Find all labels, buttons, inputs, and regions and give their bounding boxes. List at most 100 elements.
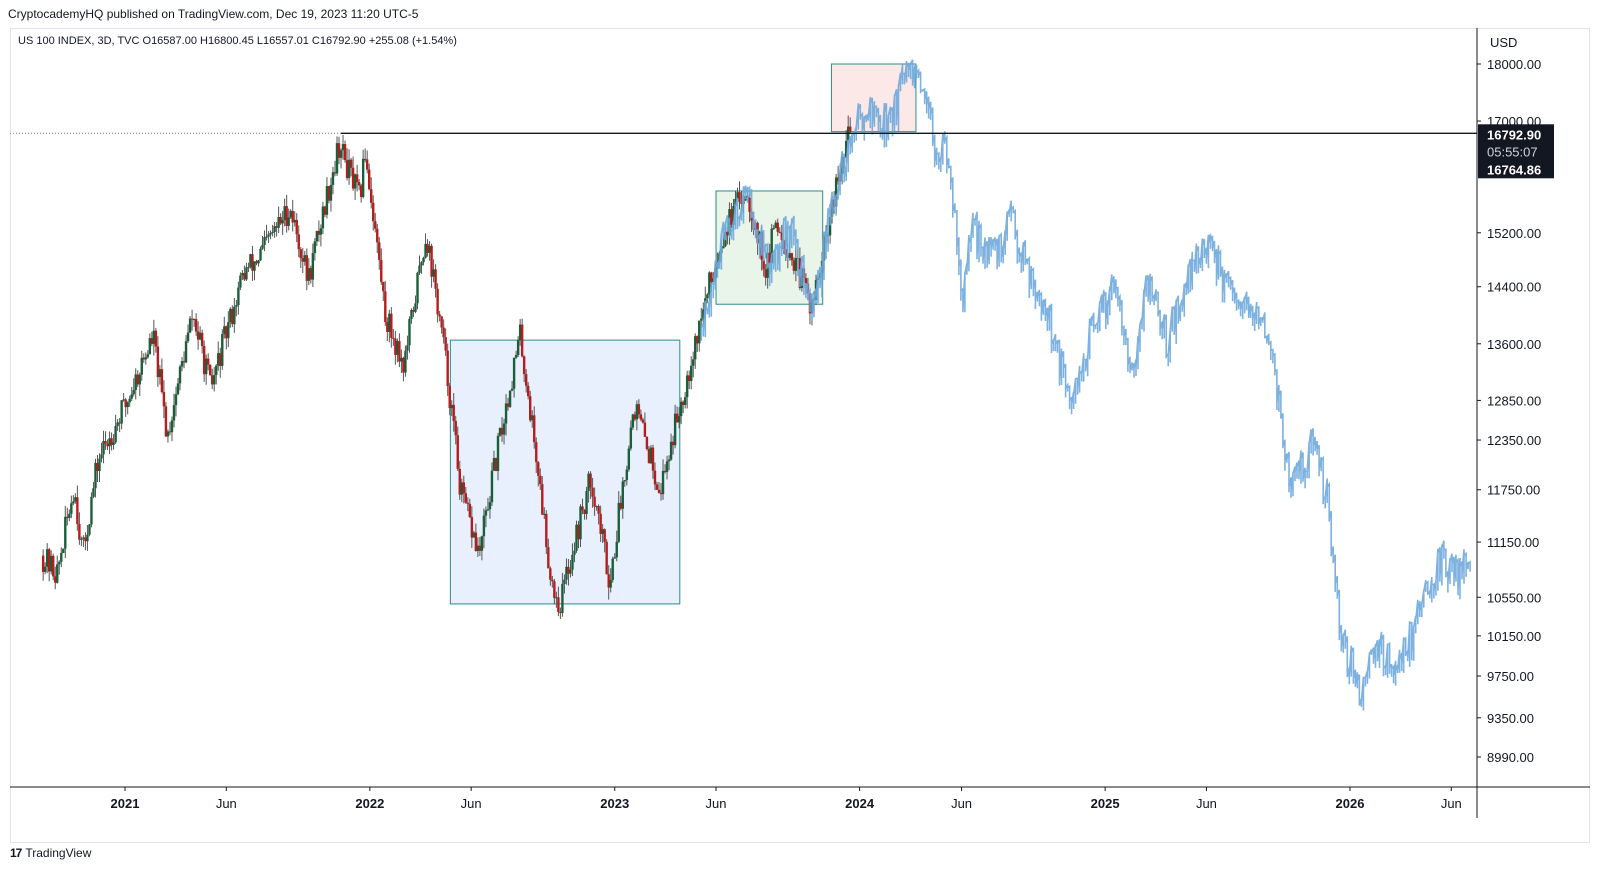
candle bbox=[500, 417, 504, 442]
candle bbox=[514, 350, 518, 359]
projection-layer bbox=[700, 59, 1471, 711]
accumulation-box[interactable] bbox=[449, 339, 681, 605]
y-tick-label: 14400.00 bbox=[1487, 280, 1541, 295]
y-axis[interactable]: 18000.0017000.0015200.0014400.0013600.00… bbox=[1476, 28, 1554, 818]
candle bbox=[265, 224, 268, 241]
candle bbox=[478, 537, 482, 556]
x-tick-label: Jun bbox=[216, 796, 237, 811]
candle bbox=[553, 578, 556, 605]
candle bbox=[305, 248, 309, 291]
candle bbox=[400, 349, 403, 373]
candle bbox=[295, 213, 298, 243]
candle bbox=[392, 329, 395, 346]
candle bbox=[681, 400, 685, 414]
candle bbox=[474, 523, 478, 552]
published-caption: CryptocademyHQ published on TradingView.… bbox=[8, 7, 419, 21]
candle bbox=[291, 199, 294, 232]
y-tick-label: 12850.00 bbox=[1487, 393, 1541, 408]
candle bbox=[535, 437, 538, 473]
candle bbox=[281, 211, 284, 235]
candle bbox=[730, 202, 733, 229]
candle bbox=[396, 338, 399, 363]
candle bbox=[537, 461, 540, 487]
candle bbox=[311, 243, 315, 288]
candle bbox=[631, 413, 635, 431]
candle bbox=[464, 486, 467, 504]
x-tick-label: 2024 bbox=[845, 796, 875, 811]
candle bbox=[299, 247, 302, 269]
candle bbox=[60, 547, 63, 568]
candle bbox=[593, 487, 596, 516]
candle bbox=[41, 549, 45, 581]
candle bbox=[559, 607, 562, 620]
candle bbox=[637, 399, 641, 419]
candle bbox=[621, 476, 624, 519]
candle bbox=[186, 324, 190, 343]
candle bbox=[611, 556, 614, 583]
candle bbox=[82, 535, 85, 548]
candle bbox=[223, 316, 226, 339]
symbol-legend: US 100 INDEX, 3D, TVC O16587.00 H16800.4… bbox=[18, 35, 457, 47]
candle bbox=[679, 397, 683, 425]
candle bbox=[233, 298, 236, 333]
candle bbox=[541, 476, 544, 516]
candle bbox=[343, 140, 347, 163]
candle bbox=[148, 333, 152, 355]
candle bbox=[219, 347, 222, 378]
currency-label[interactable]: USD bbox=[1490, 35, 1517, 50]
candle bbox=[669, 433, 673, 461]
candle bbox=[98, 453, 101, 483]
candle bbox=[188, 315, 192, 334]
candle bbox=[118, 418, 121, 433]
candle bbox=[508, 390, 512, 408]
candle bbox=[249, 253, 252, 269]
candle bbox=[696, 335, 699, 352]
candle bbox=[506, 397, 510, 411]
candle bbox=[315, 230, 319, 247]
candle bbox=[531, 410, 534, 428]
candle bbox=[327, 185, 331, 204]
candle bbox=[80, 536, 83, 547]
candle bbox=[639, 409, 643, 422]
candle bbox=[567, 558, 570, 586]
candle bbox=[229, 307, 232, 328]
candle bbox=[577, 520, 580, 549]
candle bbox=[661, 459, 665, 500]
candle bbox=[361, 149, 365, 199]
candle bbox=[90, 492, 93, 528]
candle bbox=[204, 354, 208, 385]
candle bbox=[162, 380, 166, 419]
candle bbox=[422, 256, 425, 266]
candle bbox=[494, 457, 498, 472]
candle bbox=[480, 535, 484, 561]
candle bbox=[623, 479, 626, 487]
candle bbox=[275, 222, 278, 237]
candle bbox=[416, 271, 419, 310]
candle bbox=[569, 560, 572, 578]
current-price-badge bbox=[1478, 124, 1554, 179]
candle bbox=[261, 235, 264, 250]
candle bbox=[561, 572, 564, 617]
candle bbox=[100, 442, 103, 463]
candle bbox=[243, 265, 246, 281]
candle bbox=[518, 319, 522, 346]
candle bbox=[190, 309, 194, 331]
candle bbox=[516, 336, 520, 358]
candle bbox=[341, 135, 345, 160]
candle bbox=[635, 400, 639, 431]
candles-layer bbox=[41, 115, 852, 620]
candle bbox=[235, 299, 238, 317]
candle bbox=[62, 548, 65, 554]
candle bbox=[388, 309, 391, 343]
candle bbox=[132, 378, 135, 397]
x-tick-label: Jun bbox=[461, 796, 482, 811]
candle bbox=[778, 227, 781, 234]
candle bbox=[543, 507, 546, 520]
candle bbox=[472, 530, 476, 538]
candle bbox=[526, 382, 530, 400]
candle bbox=[533, 406, 536, 449]
x-axis[interactable]: 2021 Jun 2022 Jun 2023 Jun 2024 Jun 2025 Jun 2026 J… bbox=[10, 786, 1590, 811]
candle bbox=[667, 455, 671, 471]
candle bbox=[217, 341, 220, 371]
